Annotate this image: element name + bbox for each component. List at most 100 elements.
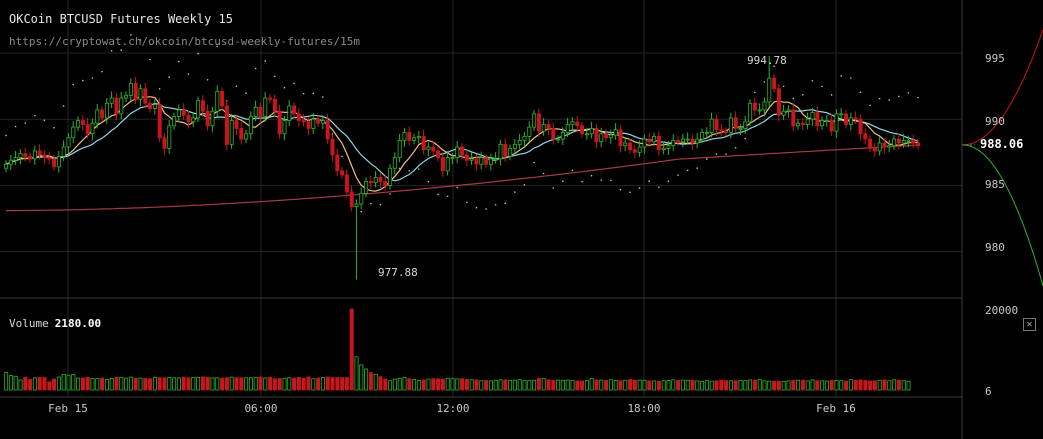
candle-body bbox=[460, 146, 465, 156]
volume-bar bbox=[32, 377, 37, 391]
candle-body bbox=[484, 157, 489, 165]
volume-bar bbox=[599, 379, 604, 391]
candle-body bbox=[200, 100, 205, 112]
sar-dot bbox=[5, 134, 7, 137]
volume-bar bbox=[632, 379, 637, 391]
candle-body bbox=[738, 128, 743, 130]
candle-body bbox=[604, 133, 609, 139]
sar-dot bbox=[235, 85, 238, 88]
candle-body bbox=[848, 117, 853, 125]
volume-bar bbox=[61, 374, 66, 391]
price-tick-995: 995 bbox=[985, 52, 1005, 65]
candle-body bbox=[834, 113, 839, 132]
sar-dot bbox=[322, 96, 324, 98]
volume-bar bbox=[704, 380, 709, 391]
candle-body bbox=[695, 138, 700, 144]
moving-average-mid bbox=[5, 102, 919, 182]
candle-body bbox=[373, 177, 378, 184]
candle-body bbox=[594, 128, 599, 143]
volume-bar bbox=[349, 308, 354, 391]
volume-bar bbox=[589, 378, 594, 391]
candle-body bbox=[248, 116, 253, 135]
candle-body bbox=[916, 142, 921, 147]
volume-bar bbox=[316, 377, 321, 391]
chart-url[interactable]: https://cryptowat.ch/okcoin/btcusd-weekl… bbox=[9, 35, 360, 48]
volume-bar bbox=[733, 380, 738, 391]
candle-body bbox=[157, 104, 162, 139]
candle-body bbox=[292, 105, 297, 115]
sar-dot bbox=[696, 167, 698, 169]
sar-dot bbox=[840, 75, 842, 77]
volume-bar bbox=[551, 380, 556, 391]
volume-bar bbox=[445, 377, 450, 391]
candle-body bbox=[23, 153, 28, 157]
candle-body bbox=[522, 136, 527, 141]
candle-body bbox=[224, 105, 229, 145]
volume-bar bbox=[239, 377, 244, 391]
sar-dot bbox=[878, 97, 881, 100]
volume-bar bbox=[229, 376, 234, 391]
candle-body bbox=[80, 120, 85, 125]
candle-body bbox=[896, 138, 901, 144]
candle-body bbox=[858, 118, 863, 135]
volume-bar bbox=[42, 377, 47, 391]
close-volume-panel-icon[interactable]: ✕ bbox=[1023, 318, 1036, 331]
volume-bar bbox=[863, 380, 868, 391]
volume-bar bbox=[253, 376, 258, 391]
volume-bar bbox=[8, 375, 13, 391]
sar-dot bbox=[715, 153, 718, 155]
candle-body bbox=[690, 138, 695, 144]
sar-dot bbox=[859, 91, 862, 94]
candle-body bbox=[52, 158, 57, 168]
high-annotation: 994.78 bbox=[747, 54, 787, 67]
sar-dot bbox=[754, 91, 756, 94]
volume-bar bbox=[488, 380, 493, 391]
candle-body bbox=[320, 120, 325, 124]
volume-bar bbox=[887, 380, 892, 391]
volume-bars bbox=[4, 308, 911, 391]
volume-bar bbox=[892, 379, 897, 391]
volume-bar bbox=[844, 380, 849, 391]
volume-bar bbox=[402, 377, 407, 391]
candle-body bbox=[196, 100, 201, 119]
volume-bar bbox=[584, 380, 589, 391]
candle-body bbox=[56, 155, 61, 168]
candle-body bbox=[556, 138, 561, 141]
candle-body bbox=[335, 154, 340, 172]
volume-bar bbox=[167, 377, 172, 391]
candle-body bbox=[143, 88, 148, 104]
candle-body bbox=[210, 110, 215, 127]
sar-dot bbox=[139, 39, 142, 41]
sar-dot bbox=[168, 76, 170, 78]
candle-body bbox=[498, 143, 503, 160]
candle-body bbox=[632, 149, 637, 153]
volume-panel-label: Volume 2180.00 bbox=[9, 317, 101, 330]
volume-bar bbox=[474, 379, 479, 391]
candle-body bbox=[421, 136, 426, 151]
volume-bar bbox=[901, 380, 906, 391]
sar-dot bbox=[744, 137, 746, 140]
candle-body bbox=[743, 121, 748, 129]
volume-bar bbox=[311, 378, 316, 391]
volume-bar bbox=[853, 379, 858, 391]
candle-body bbox=[71, 126, 76, 139]
sar-dot bbox=[811, 79, 814, 82]
candle-body bbox=[263, 97, 268, 117]
candle-body bbox=[546, 124, 551, 129]
candle-body bbox=[791, 109, 796, 127]
volume-bar bbox=[287, 377, 292, 391]
volume-bar bbox=[186, 377, 191, 391]
volume-bar bbox=[306, 376, 311, 391]
sar-dot bbox=[619, 188, 622, 191]
volume-bar bbox=[431, 378, 436, 391]
sar-dot bbox=[494, 204, 497, 206]
volume-bar bbox=[220, 377, 225, 391]
sar-dot bbox=[552, 187, 554, 189]
volume-bar bbox=[834, 380, 839, 391]
volume-bar bbox=[464, 379, 469, 391]
depth-ask-curve bbox=[962, 29, 1043, 146]
volume-bar bbox=[37, 377, 42, 391]
candle-body bbox=[580, 125, 585, 135]
candle-body bbox=[220, 90, 225, 107]
